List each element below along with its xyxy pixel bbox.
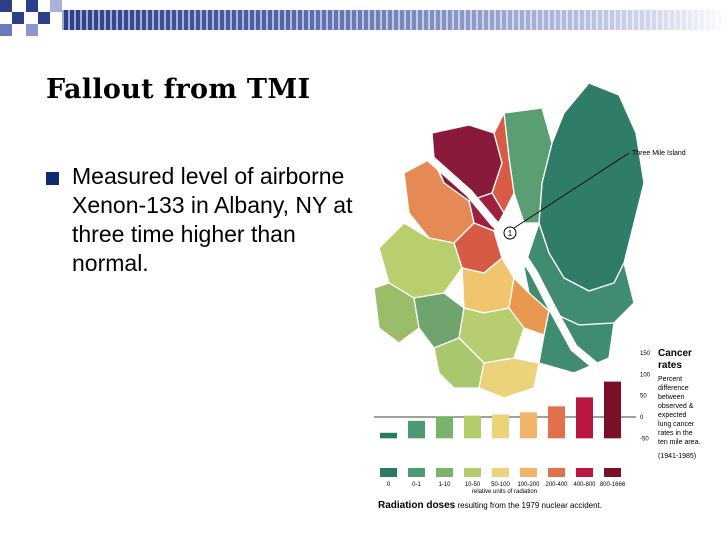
legend-desc-3: between [658,394,685,401]
y-tick-label: 100 [640,372,651,378]
square-bullet-icon [46,172,59,185]
chart-bar [548,406,565,439]
chart-bar [520,412,537,439]
legend-desc-4: observed & [658,403,694,410]
dose-category-label: 200-400 [545,482,568,488]
dose-swatch [436,468,453,477]
legend-desc-6: lung cancer [658,421,695,428]
tmi-marker-label: 1 [508,229,513,238]
dose-category-label: 10-50 [465,482,481,488]
chart-legend: Cancer rates Percent difference between … [658,348,700,460]
dose-swatch [380,468,397,477]
tmi-marker-icon [503,226,517,240]
legend-title-rates: rates [658,360,682,371]
header-stripes [62,10,728,30]
radiation-doses-caption: Radiation doses resulting from the 1979 … [378,500,602,511]
chart-bar [576,397,593,439]
legend-desc-8: ten mile area. [658,439,700,446]
dose-category-label: 50-100 [491,482,510,488]
dose-swatch [464,468,481,477]
y-tick-label: -50 [640,436,649,442]
y-tick-label: 50 [640,394,647,400]
legend-desc-7: rates in the [658,430,693,437]
tmi-leader-line [513,152,630,229]
header-checker-pattern [0,0,62,36]
dose-category-label: 0 [387,482,391,488]
chart-bar [492,414,509,439]
legend-desc-1: Percent [658,376,682,383]
bullet-text: Measured level of airborne Xenon-133 in … [72,163,353,276]
dose-swatch [604,468,621,477]
map-region-south-yellow [478,357,540,399]
header-bar [0,0,728,42]
caption-bold: Radiation doses [378,500,456,511]
chart-bar [380,432,397,439]
dose-swatch [520,468,537,477]
y-tick-label: 150 [640,351,651,357]
chart-bar [408,420,425,439]
caption-rest: resulting from the 1979 nuclear accident… [455,501,602,510]
dose-category-label: 800-1666 [600,482,626,488]
chart-bar [464,415,481,439]
fallout-figure: 1 Three Mile Island 0 0-1 1-10 10-50 50-100 1… [374,73,724,513]
dose-swatch [576,468,593,477]
slide-title: Fallout from TMI [46,74,311,105]
chart-bar [436,416,453,439]
dose-swatch [408,468,425,477]
map-river [421,150,607,377]
dose-swatch [548,468,565,477]
dose-swatch [492,468,509,477]
legend-title-cancer: Cancer [658,348,692,359]
legend-years: (1941-1985) [658,453,696,460]
tmi-map-label: Three Mile Island [632,150,686,157]
dose-category-label: 0-1 [412,482,421,488]
map-region-north-orange [491,110,515,215]
dose-category-label: 1-10 [438,482,451,488]
legend-desc-2: difference [658,385,689,392]
chart-bar [604,381,621,439]
legend-desc-5: expected [658,412,687,419]
relative-units-label: relative units of radiation [472,489,537,495]
y-tick-label: 0 [640,415,644,421]
cancer-rates-chart: 0 0-1 1-10 10-50 50-100 100-200 200-400 400-800… [374,351,651,488]
dose-category-label: 400-800 [573,482,596,488]
county-map: 1 Three Mile Island [374,82,686,399]
dose-category-label: 100-200 [517,482,540,488]
